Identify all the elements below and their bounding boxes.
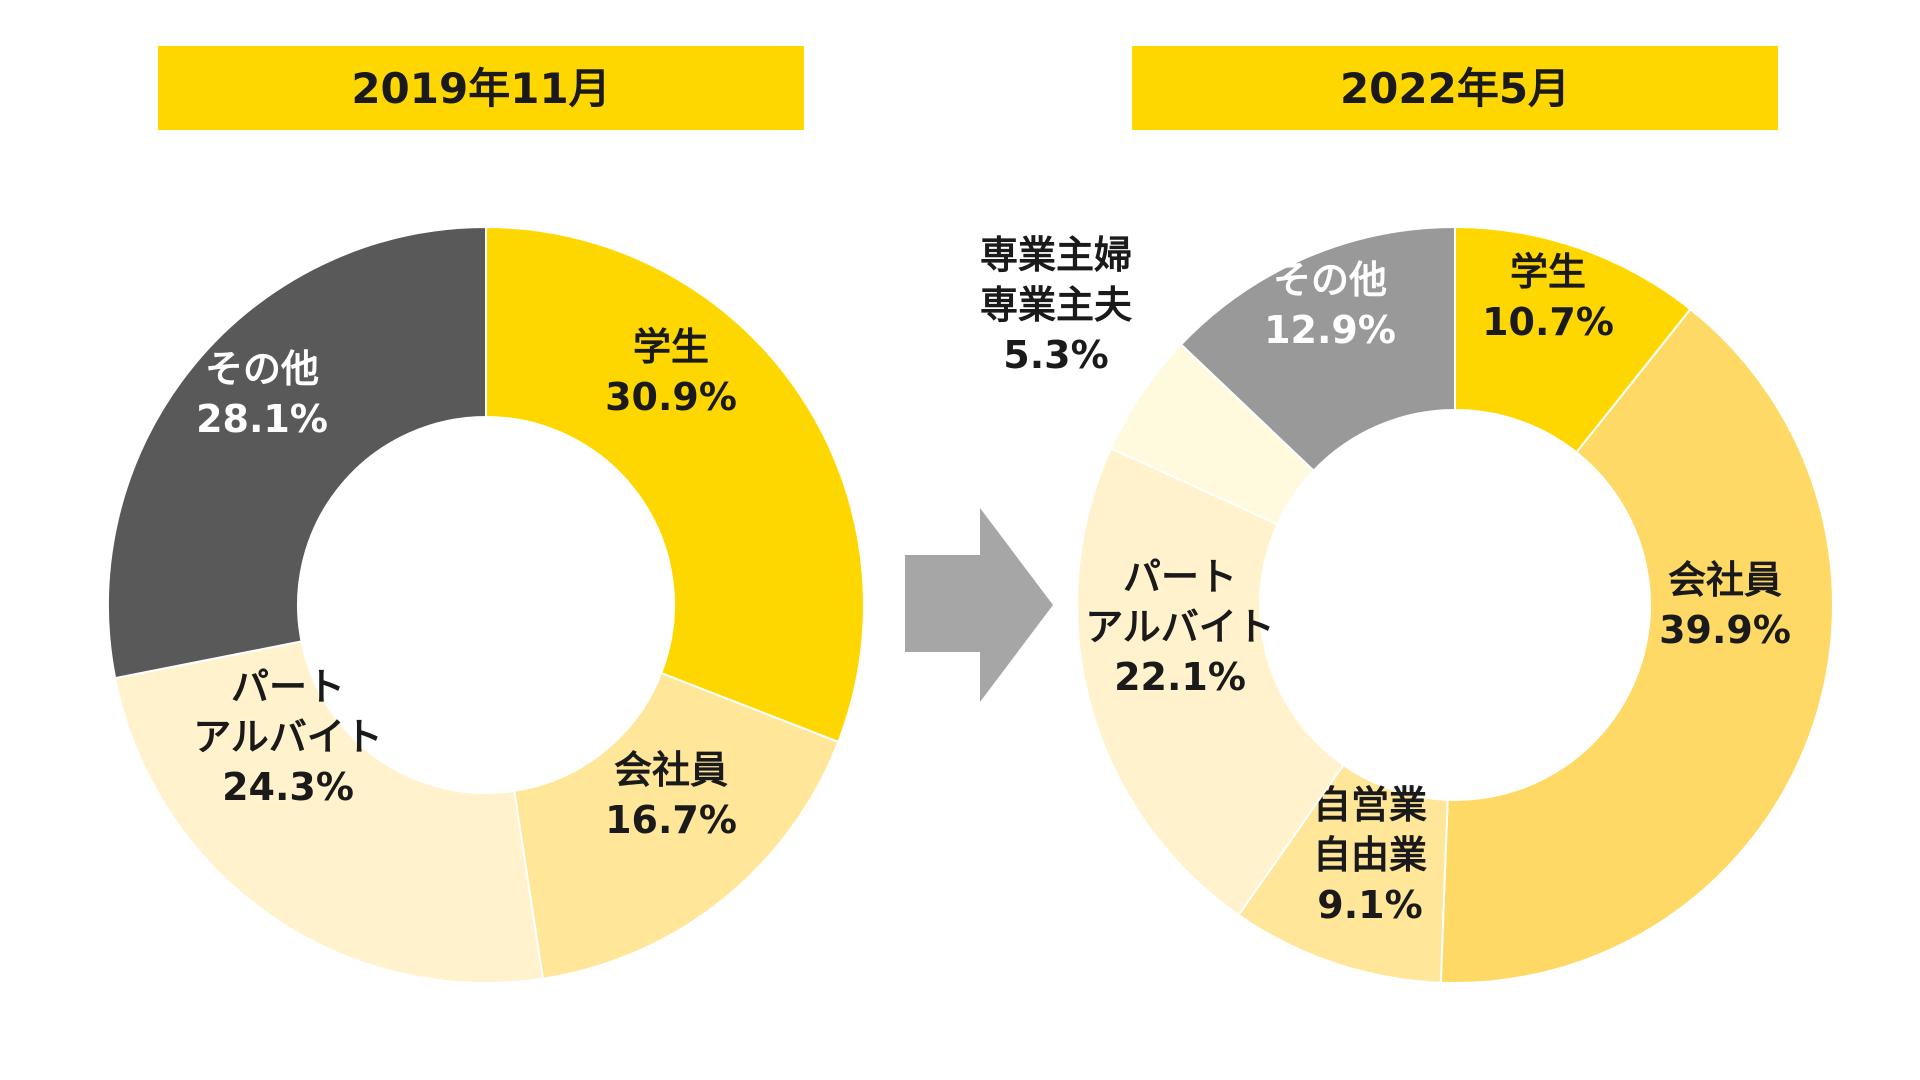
slice-category-label: その他	[205, 347, 319, 391]
chart-1-header: 2019年11月	[158, 46, 804, 130]
slice-value-label: 24.3%	[222, 765, 354, 809]
donut-slice	[1439, 307, 1834, 984]
slice-category-label: 自営業	[1313, 783, 1427, 827]
chart-2-title: 2022年5月	[1340, 64, 1570, 113]
slice-value-label: 9.1%	[1317, 883, 1422, 927]
slice-category-label: アルバイト	[1085, 605, 1275, 649]
donut-slice	[113, 640, 544, 984]
slice-category-label: パート	[231, 665, 345, 709]
slice-label: 学生 30.9%	[605, 325, 737, 419]
slice-category-label: 学生	[1510, 250, 1586, 294]
slice-value-label: 30.9%	[605, 375, 737, 419]
slice-value-label: 16.7%	[605, 798, 737, 842]
slice-label: 自営業自由業 9.1%	[1313, 783, 1427, 927]
slice-category-label: 学生	[633, 325, 709, 369]
slice-label: その他 12.9%	[1264, 258, 1396, 352]
slice-label: 会社員 39.9%	[1659, 558, 1791, 652]
donut-chart-2022: 学生 10.7% 会社員 39.9% 自営業自由業 9.1% パートアルバイト 22.1% 専業…	[980, 225, 1834, 984]
slice-label: その他 28.1%	[196, 347, 328, 441]
slice-value-label: 39.9%	[1659, 608, 1791, 652]
slice-category-label: 専業主夫	[980, 283, 1132, 327]
donut-slice	[485, 225, 865, 744]
slice-category-label: 会社員	[614, 748, 728, 792]
slice-label: パートアルバイト 22.1%	[1085, 555, 1275, 699]
slice-category-label: その他	[1273, 258, 1387, 302]
slice-label: パートアルバイト 24.3%	[193, 665, 383, 809]
slice-value-label: 28.1%	[196, 397, 328, 441]
slice-value-label: 5.3%	[1003, 333, 1108, 377]
slice-value-label: 12.9%	[1264, 308, 1396, 352]
donut-slice	[513, 671, 840, 980]
donut-slice	[107, 225, 487, 680]
slice-label: 学生 10.7%	[1482, 250, 1614, 344]
chart-1-title-bar	[158, 46, 804, 130]
slice-value-label: 10.7%	[1482, 300, 1614, 344]
donut-chart-2019: 学生 30.9% 会社員 16.7% パートアルバイト 24.3% その他 28.1%	[107, 225, 865, 984]
chart-1-title: 2019年11月	[351, 64, 610, 113]
slice-category-label: 専業主婦	[980, 233, 1132, 277]
slice-label: 専業主婦専業主夫 5.3%	[980, 233, 1132, 377]
slice-category-label: 会社員	[1668, 558, 1782, 602]
donut-slice	[1179, 225, 1456, 473]
chart-2-title-bar	[1132, 46, 1778, 130]
slice-category-label: パート	[1123, 555, 1237, 599]
right-arrow-icon	[905, 508, 1053, 702]
donut-slice	[1076, 447, 1345, 917]
chart-2-header: 2022年5月	[1132, 46, 1778, 130]
slice-category-label: 自由業	[1313, 833, 1427, 877]
slice-value-label: 22.1%	[1114, 655, 1246, 699]
slice-label: 会社員 16.7%	[605, 748, 737, 842]
slice-category-label: アルバイト	[193, 715, 383, 759]
